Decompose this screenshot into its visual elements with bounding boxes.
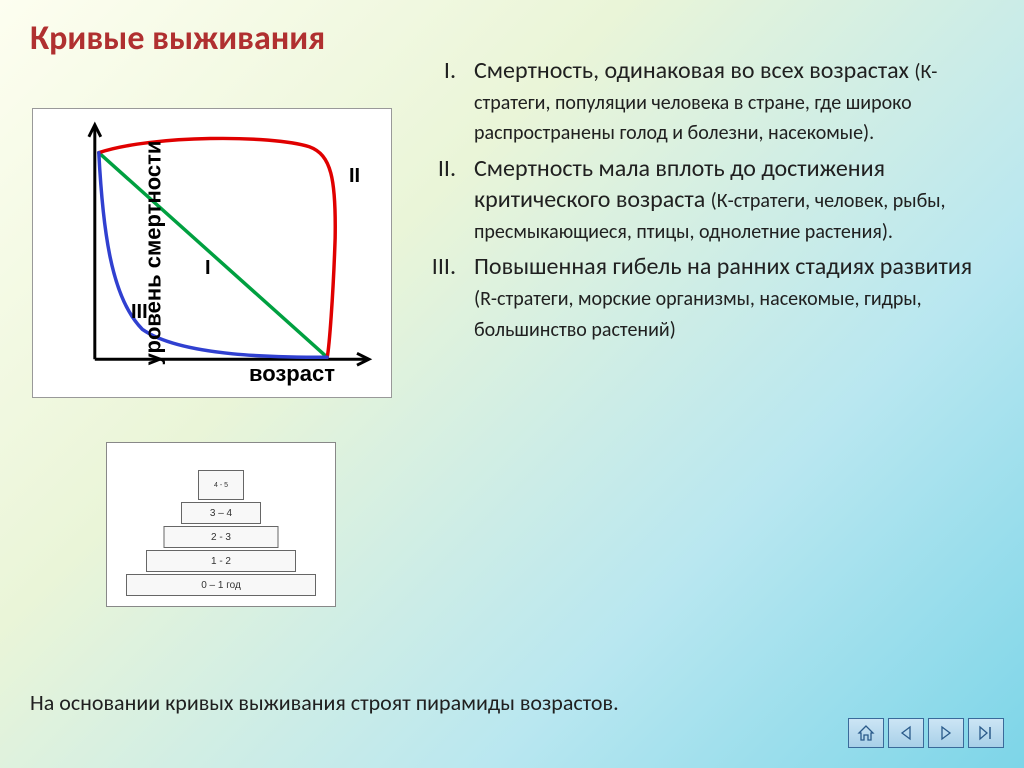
chart-xlabel: возраст <box>249 361 335 387</box>
survival-chart: уровень смертности возраст IIIIII <box>32 108 392 398</box>
curve-label-I: I <box>205 257 211 280</box>
age-pyramid: 0 – 1 год1 - 22 - 33 – 44 - 5 <box>106 442 336 607</box>
item-text: Смертность мала вплоть до достижения кри… <box>474 154 1000 246</box>
chart-svg <box>33 109 391 397</box>
item-number: I. <box>420 56 474 148</box>
item-number: II. <box>420 154 474 246</box>
page-title: Кривые выживания <box>30 18 325 59</box>
list-item: I.Смертность, одинаковая во всех возраст… <box>420 56 1000 148</box>
list-item: III.Повышенная гибель на ранних стадиях … <box>420 252 1000 344</box>
curve-label-III: III <box>131 301 148 324</box>
curve-label-II: II <box>349 165 360 188</box>
nav-buttons <box>848 718 1004 748</box>
nav-last-button[interactable] <box>968 718 1004 748</box>
item-number: III. <box>420 252 474 344</box>
item-text: Повышенная гибель на ранних стадиях разв… <box>474 252 1000 344</box>
nav-prev-button[interactable] <box>888 718 924 748</box>
text-list: I.Смертность, одинаковая во всех возраст… <box>420 56 1000 350</box>
nav-home-button[interactable] <box>848 718 884 748</box>
footer-text: На основании кривых выживания строят пир… <box>30 689 619 716</box>
list-item: II.Смертность мала вплоть до достижения … <box>420 154 1000 246</box>
pyramid-level: 2 - 3 <box>164 526 279 548</box>
chart-ylabel: уровень смертности <box>140 141 166 366</box>
item-text: Смертность, одинаковая во всех возрастах… <box>474 56 1000 148</box>
pyramid-level: 3 – 4 <box>181 502 261 524</box>
pyramid-level: 1 - 2 <box>146 550 296 572</box>
pyramid-level: 4 - 5 <box>198 470 244 500</box>
nav-next-button[interactable] <box>928 718 964 748</box>
pyramid-level: 0 – 1 год <box>126 574 316 596</box>
